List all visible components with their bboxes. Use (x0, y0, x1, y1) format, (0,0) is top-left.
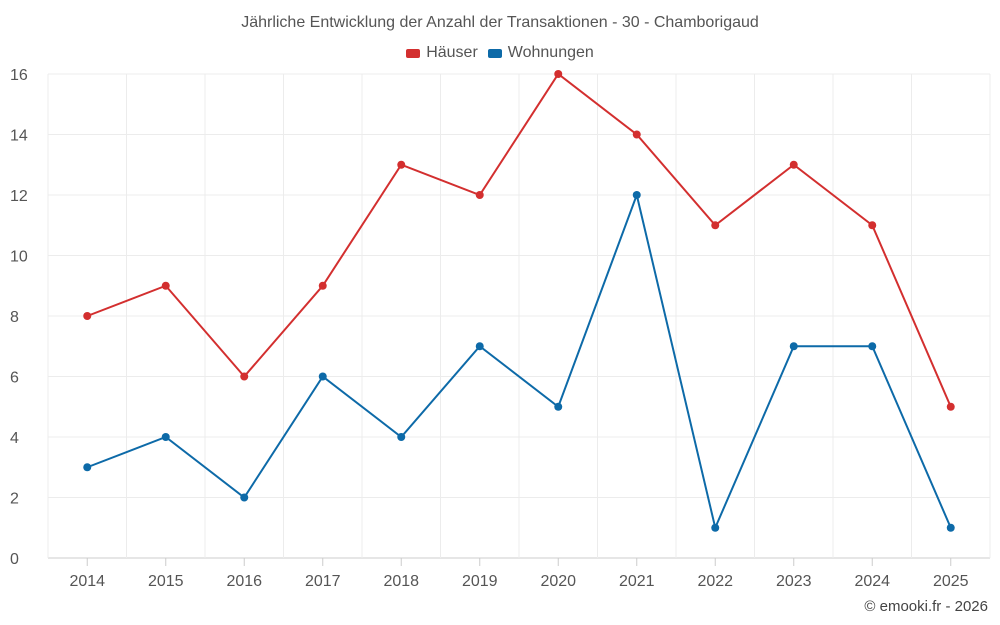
legend-label-haeuser: Häuser (426, 44, 478, 61)
data-point-wohnungen (789, 342, 798, 351)
x-tick-label: 2016 (226, 573, 262, 590)
copyright-notice: © emooki.fr - 2026 (864, 598, 988, 615)
data-point-haeuser (318, 281, 327, 290)
legend-item-haeuser[interactable]: Häuser (406, 44, 478, 62)
legend-label-wohnungen: Wohnungen (507, 44, 594, 61)
legend-item-wohnungen[interactable]: Wohnungen (487, 44, 594, 62)
data-point-wohnungen (318, 372, 327, 381)
chart-title: Jährliche Entwicklung der Anzahl der Tra… (241, 14, 759, 31)
x-tick-label: 2025 (933, 573, 969, 590)
series-line-wohnungen (86, 191, 952, 531)
y-tick-label: 2 (10, 491, 19, 508)
data-point-haeuser (397, 160, 406, 169)
y-tick-label: 6 (10, 370, 19, 387)
data-point-wohnungen (161, 433, 170, 441)
y-tick-label: 4 (10, 430, 19, 447)
data-point-haeuser (632, 130, 641, 139)
data-point-haeuser (161, 281, 170, 290)
x-tick-label: 2017 (305, 573, 341, 590)
data-point-haeuser (946, 402, 955, 411)
data-point-wohnungen (711, 523, 720, 532)
data-point-haeuser (868, 221, 877, 230)
series-line-haeuser (86, 72, 952, 408)
y-tick-label: 14 (10, 128, 28, 145)
x-tick-label: 2020 (540, 573, 576, 590)
data-point-wohnungen (868, 342, 877, 351)
x-tick-label: 2015 (148, 573, 184, 590)
x-tick-label: 2014 (69, 573, 105, 590)
x-tick-label: 2019 (462, 573, 498, 590)
x-tick-label: 2023 (776, 573, 812, 590)
y-tick-label: 8 (10, 309, 19, 326)
x-tick-label: 2018 (383, 573, 419, 590)
legend-swatch-wohnungen (487, 48, 502, 58)
data-point-haeuser (240, 372, 249, 381)
data-point-wohnungen (554, 402, 563, 411)
x-tick-label: 2022 (697, 573, 733, 590)
y-tick-label: 10 (10, 249, 28, 266)
x-tick-label: 2021 (619, 573, 655, 590)
data-point-wohnungen (83, 463, 92, 472)
y-tick-label: 0 (10, 551, 19, 568)
data-point-wohnungen (946, 523, 955, 532)
data-point-haeuser (789, 160, 798, 169)
data-point-wohnungen (475, 342, 484, 351)
x-tick-label: 2024 (854, 573, 890, 590)
data-point-haeuser (475, 191, 484, 199)
data-point-haeuser (711, 221, 720, 230)
data-point-haeuser (83, 312, 92, 320)
legend-swatch-haeuser (406, 48, 421, 58)
data-point-haeuser (554, 70, 563, 78)
y-tick-label: 16 (10, 67, 28, 84)
chart-legend: Häuser Wohnungen (0, 44, 1000, 62)
data-point-wohnungen (397, 433, 406, 441)
y-tick-label: 12 (10, 188, 28, 205)
data-point-wohnungen (240, 493, 249, 502)
data-point-wohnungen (632, 191, 641, 199)
